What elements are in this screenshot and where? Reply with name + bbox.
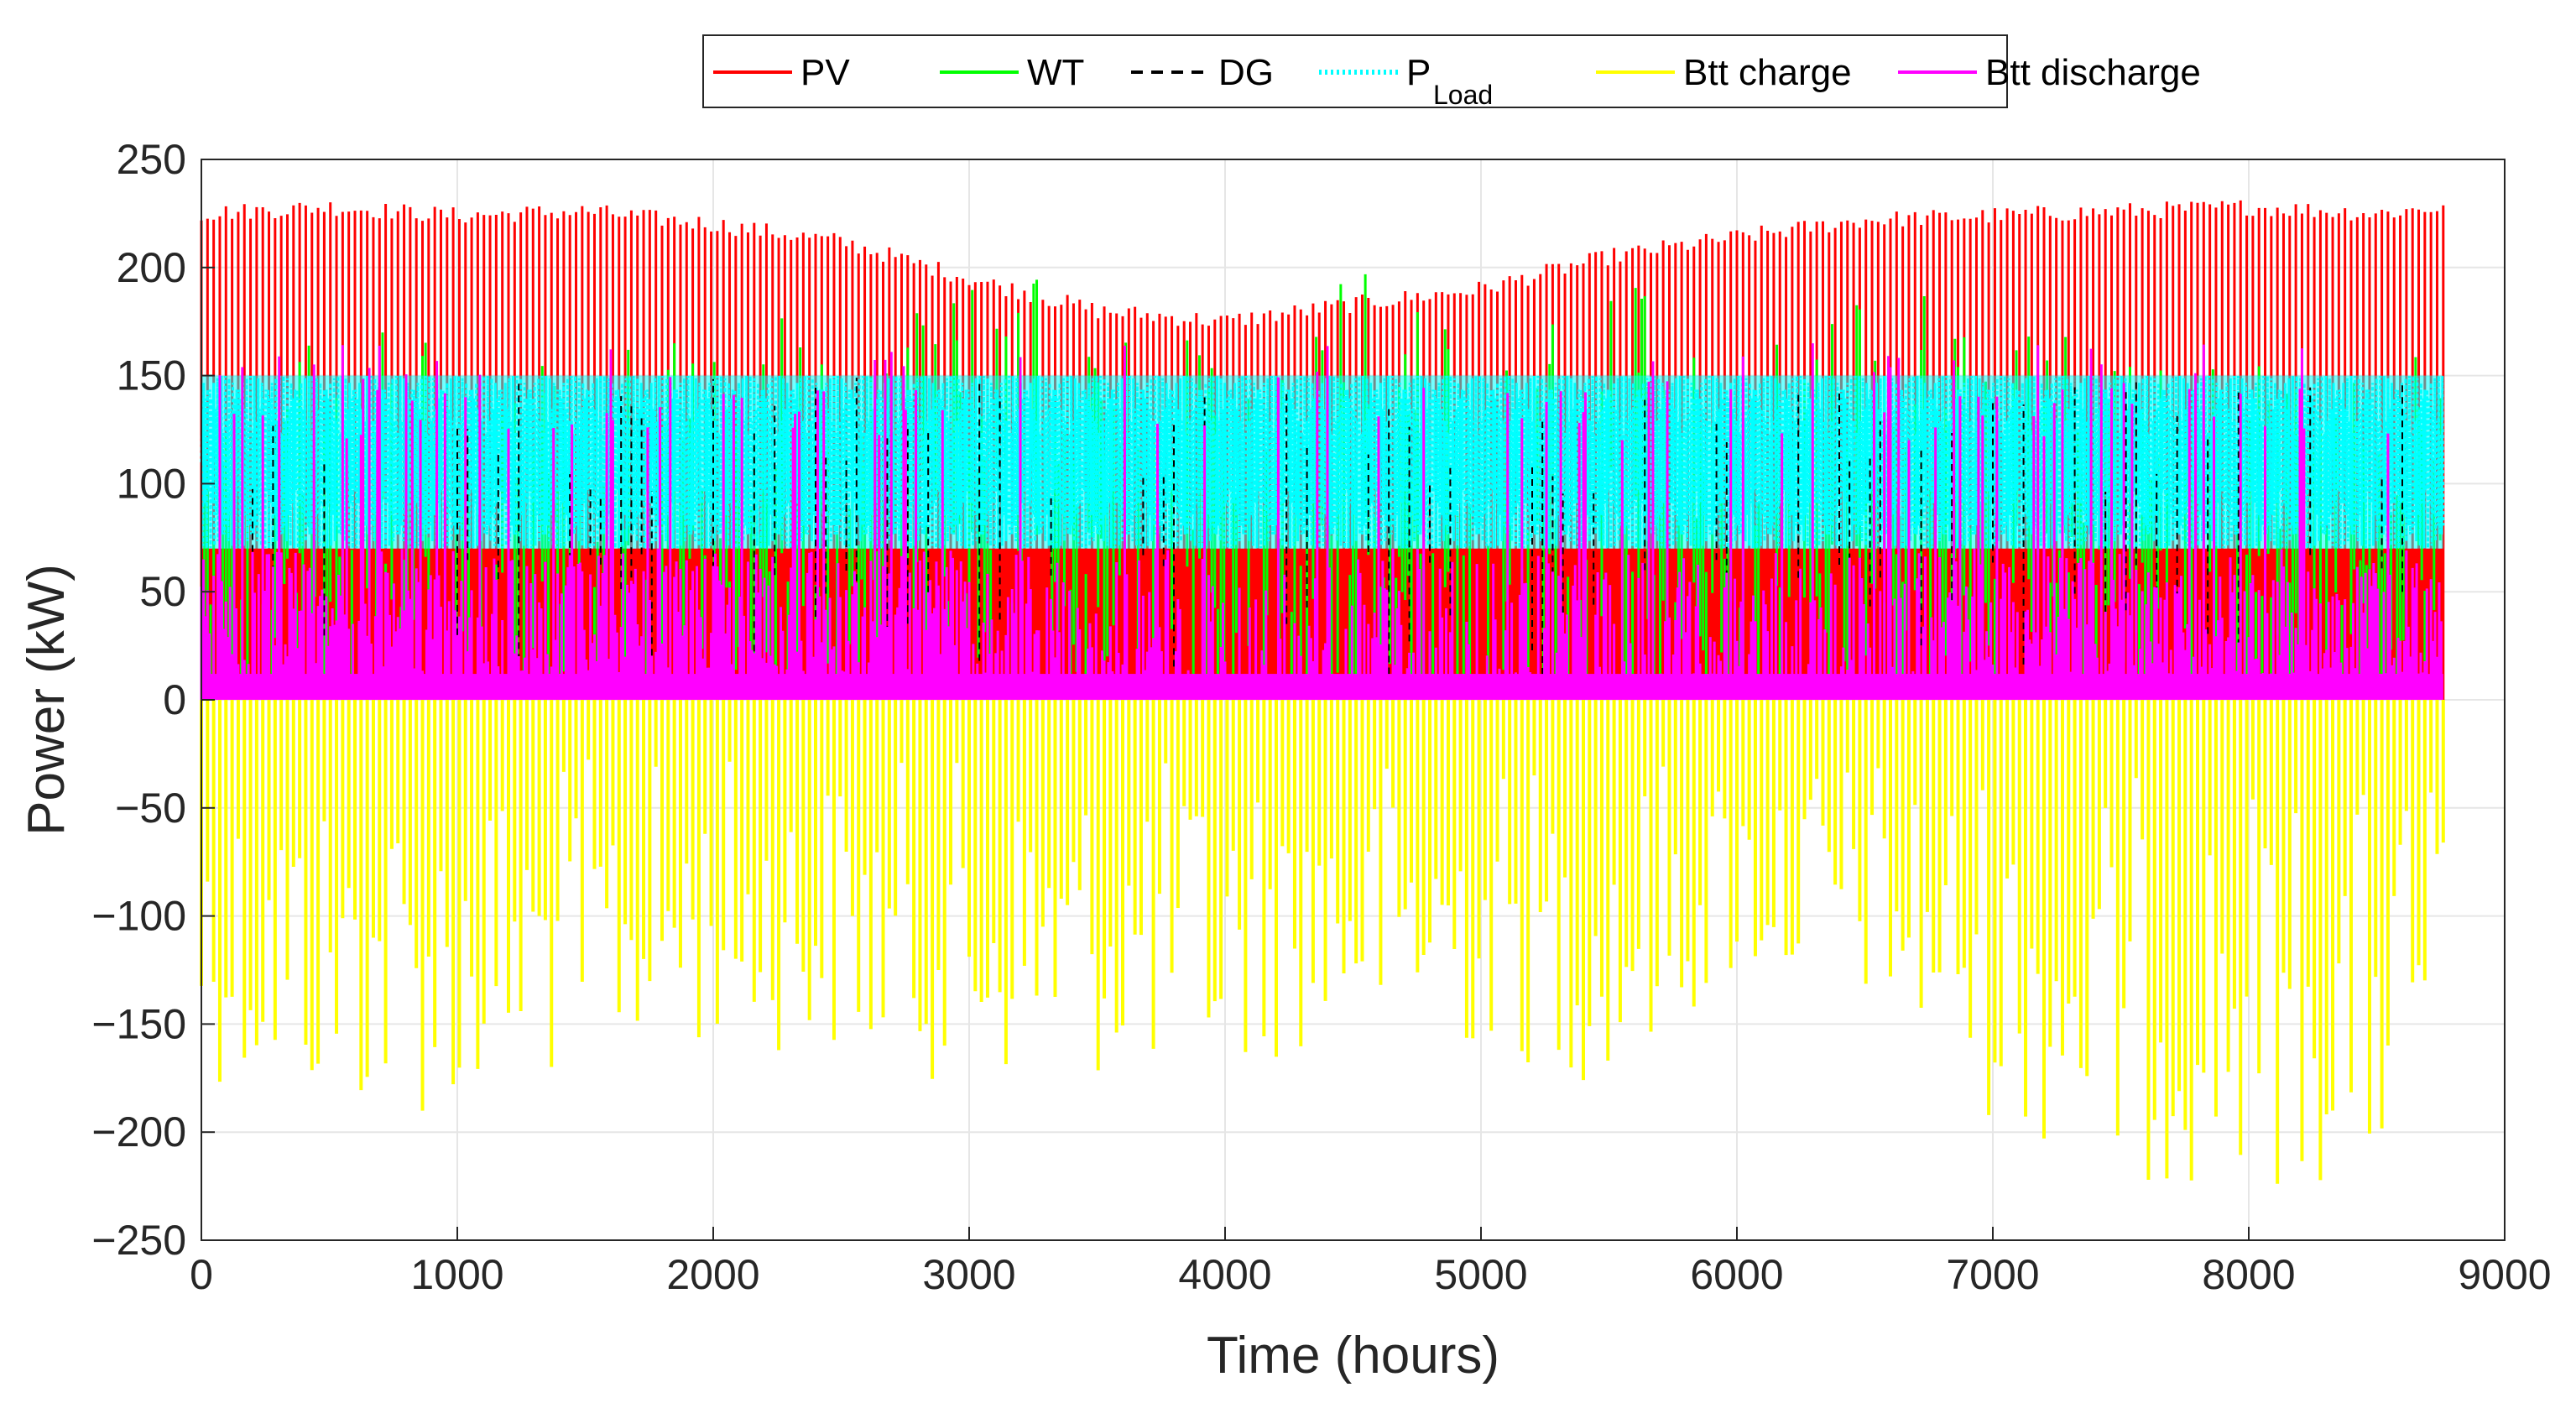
x-tick-label: 7000 (1946, 1251, 2039, 1298)
x-tick-label: 4000 (1178, 1251, 1271, 1298)
y-tick-label: 250 (117, 136, 186, 183)
legend-label: PV (800, 52, 850, 93)
legend-item-btt_discharge: Btt discharge (1898, 52, 2201, 93)
axis-ticks: 0 1000 2000 3000 4000 5000 6000 7000 8000 9000250… (91, 136, 2551, 1298)
legend-item-btt_charge: Btt charge (1596, 52, 1852, 93)
y-tick-label: −250 (91, 1217, 186, 1264)
y-tick-label: 50 (139, 568, 186, 615)
x-tick-label: 5000 (1434, 1251, 1527, 1298)
x-tick-label: 9000 (2458, 1251, 2551, 1298)
data-series (200, 200, 2445, 1184)
series-p-load (200, 375, 2445, 549)
btt-discharge-base (201, 674, 2443, 700)
legend-item-dg: DG (1131, 52, 1274, 93)
legend-label: Btt charge (1683, 52, 1852, 93)
x-tick-label: 0 (190, 1251, 213, 1298)
x-tick-label: 6000 (1690, 1251, 1783, 1298)
x-axis-title: Time (hours) (1207, 1327, 1499, 1385)
legend-label: Btt discharge (1985, 52, 2201, 93)
x-tick-label: 3000 (922, 1251, 1015, 1298)
x-tick-label: 1000 (410, 1251, 503, 1298)
legend-label: P (1406, 52, 1431, 93)
legend-label-subscript: Load (1433, 80, 1493, 110)
series-btt-discharge (200, 343, 2443, 700)
x-tick-label: 2000 (666, 1251, 759, 1298)
legend-label: DG (1218, 52, 1274, 93)
y-axis-title: Power (kW) (18, 564, 76, 836)
legend-item-wt: WT (940, 52, 1084, 93)
legend-item-pv: PV (713, 52, 850, 93)
y-tick-label: 200 (117, 244, 186, 291)
p-load-band (201, 375, 2443, 549)
x-tick-label: 8000 (2202, 1251, 2295, 1298)
y-tick-label: −200 (91, 1108, 186, 1155)
y-tick-label: 0 (163, 676, 186, 723)
y-tick-label: 100 (117, 460, 186, 507)
plot-area (200, 159, 2506, 1241)
series-btt-charge (200, 700, 2445, 1184)
y-tick-label: −100 (91, 893, 186, 940)
legend-label: WT (1027, 52, 1084, 93)
y-tick-label: 150 (117, 352, 186, 399)
y-tick-label: −150 (91, 1000, 186, 1047)
y-tick-label: −50 (115, 785, 186, 832)
